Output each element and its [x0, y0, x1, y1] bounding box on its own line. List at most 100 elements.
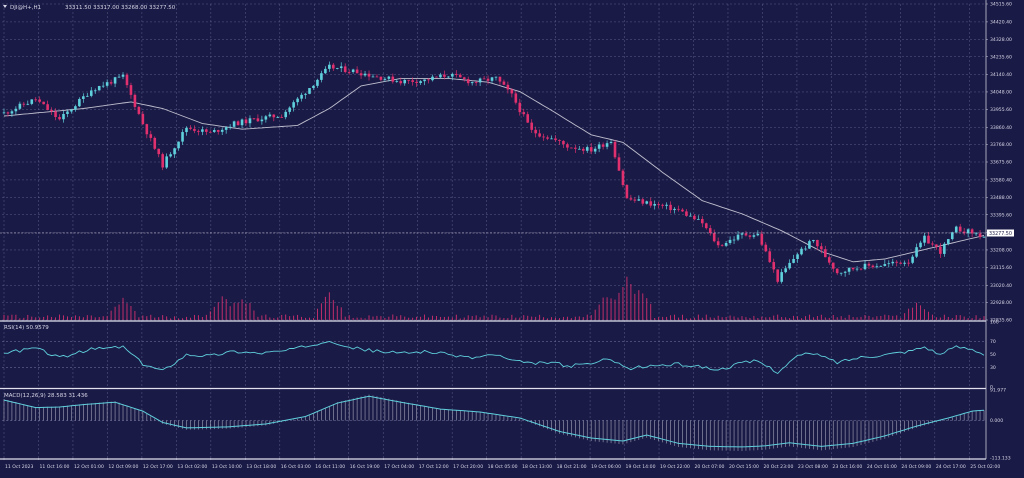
- bull-candle: [268, 114, 272, 117]
- bull-candle: [752, 235, 756, 237]
- bull-candle: [792, 258, 795, 263]
- time-tick-label: 24 Oct 17:00: [936, 464, 966, 470]
- bear-candle: [6, 112, 10, 114]
- bear-candle: [760, 233, 764, 245]
- price-tick-label: 34328.00: [990, 37, 1012, 43]
- bear-candle: [34, 99, 38, 101]
- bear-candle: [958, 226, 962, 232]
- bear-candle: [859, 268, 863, 270]
- price-tick-label: 32835.60: [990, 318, 1012, 324]
- bear-candle: [367, 73, 371, 77]
- bear-candle: [482, 78, 486, 80]
- macd-signal-line: [3, 395, 985, 448]
- bear-candle: [189, 127, 192, 129]
- bull-candle: [173, 148, 176, 155]
- bear-candle: [704, 223, 708, 229]
- bear-candle: [581, 148, 585, 151]
- bull-candle: [653, 203, 656, 206]
- bull-candle: [891, 261, 895, 264]
- bull-candle: [697, 219, 700, 220]
- price-tick-label: 33860.40: [990, 125, 1012, 131]
- rsi-title: RSI(14) 50.9579: [4, 325, 49, 331]
- bull-candle: [185, 127, 188, 133]
- bull-candle: [276, 117, 280, 118]
- bull-candle: [605, 143, 609, 147]
- bear-candle: [835, 268, 839, 274]
- bull-candle: [673, 208, 676, 211]
- time-tick-label: 23 Oct 08:00: [798, 464, 828, 470]
- bear-candle: [574, 147, 577, 149]
- bear-candle: [748, 235, 752, 237]
- bull-candle: [879, 265, 883, 267]
- time-tick-label: 16 Oct 03:00: [281, 464, 311, 470]
- bull-candle: [847, 267, 851, 272]
- price-tick-label: 32928.00: [990, 300, 1012, 306]
- time-tick-label: 20 Oct 23:00: [763, 464, 793, 470]
- bull-candle: [78, 98, 81, 107]
- bear-candle: [256, 118, 260, 122]
- bear-candle: [280, 117, 284, 118]
- bear-candle: [669, 204, 672, 211]
- bear-candle: [931, 243, 934, 245]
- bear-candle: [141, 113, 145, 125]
- bear-candle: [867, 263, 871, 266]
- macd-tick-label: -113.133: [990, 456, 1011, 462]
- time-tick-label: 11 Oct 16:00: [39, 464, 69, 470]
- bull-candle: [288, 107, 291, 112]
- dropdown-triangle-icon[interactable]: [3, 5, 7, 8]
- bear-candle: [474, 82, 478, 83]
- bear-candle: [427, 79, 430, 81]
- bull-candle: [756, 233, 760, 236]
- time-tick-label: 16 Oct 11:00: [315, 464, 345, 470]
- bear-candle: [193, 128, 196, 131]
- bull-candle: [10, 111, 14, 114]
- bull-candle: [550, 138, 553, 140]
- bull-candle: [915, 247, 918, 257]
- bear-candle: [720, 245, 724, 247]
- price-tick-label: 33020.40: [990, 283, 1012, 289]
- bear-candle: [58, 117, 61, 120]
- bear-candle: [827, 257, 831, 263]
- bear-candle: [149, 134, 153, 138]
- bull-candle: [732, 239, 736, 241]
- bear-candle: [589, 147, 593, 152]
- bear-candle: [701, 219, 704, 224]
- bear-candle: [209, 131, 212, 133]
- price-tick-label: 33115.60: [990, 265, 1012, 271]
- price-tick-label: 33675.60: [990, 160, 1012, 166]
- bear-candle: [125, 74, 129, 86]
- bull-candle: [74, 106, 77, 110]
- price-tick-label: 34420.40: [990, 20, 1012, 26]
- bear-candle: [137, 106, 141, 114]
- bear-candle: [970, 229, 974, 234]
- bear-candle: [46, 104, 49, 110]
- bear-candle: [764, 244, 768, 252]
- bear-candle: [359, 73, 363, 76]
- bear-candle: [554, 138, 557, 141]
- bear-candle: [927, 235, 930, 244]
- bull-candle: [439, 74, 442, 78]
- bear-candle: [542, 136, 545, 138]
- bull-candle: [478, 78, 482, 83]
- bull-candle: [395, 81, 399, 82]
- rsi-tick-label: 50: [990, 352, 996, 358]
- macd-title: MACD(12,26,9) 28.583 31.436: [4, 393, 88, 399]
- bear-candle: [526, 114, 530, 123]
- time-tick-label: 11 Oct 2023: [5, 464, 33, 470]
- bull-candle: [740, 233, 744, 235]
- time-tick-label: 12 Oct 17:00: [143, 464, 173, 470]
- bull-candle: [585, 147, 589, 151]
- rsi-pane: [2, 341, 986, 375]
- bear-candle: [157, 148, 161, 155]
- bear-candle: [347, 71, 351, 73]
- bear-candle: [629, 198, 633, 200]
- time-tick-label: 18 Oct 05:00: [488, 464, 518, 470]
- bear-candle: [391, 76, 395, 82]
- moving-average: [3, 77, 985, 263]
- bull-candle: [494, 76, 498, 78]
- bear-candle: [443, 74, 446, 77]
- pane-separators: [0, 0, 987, 460]
